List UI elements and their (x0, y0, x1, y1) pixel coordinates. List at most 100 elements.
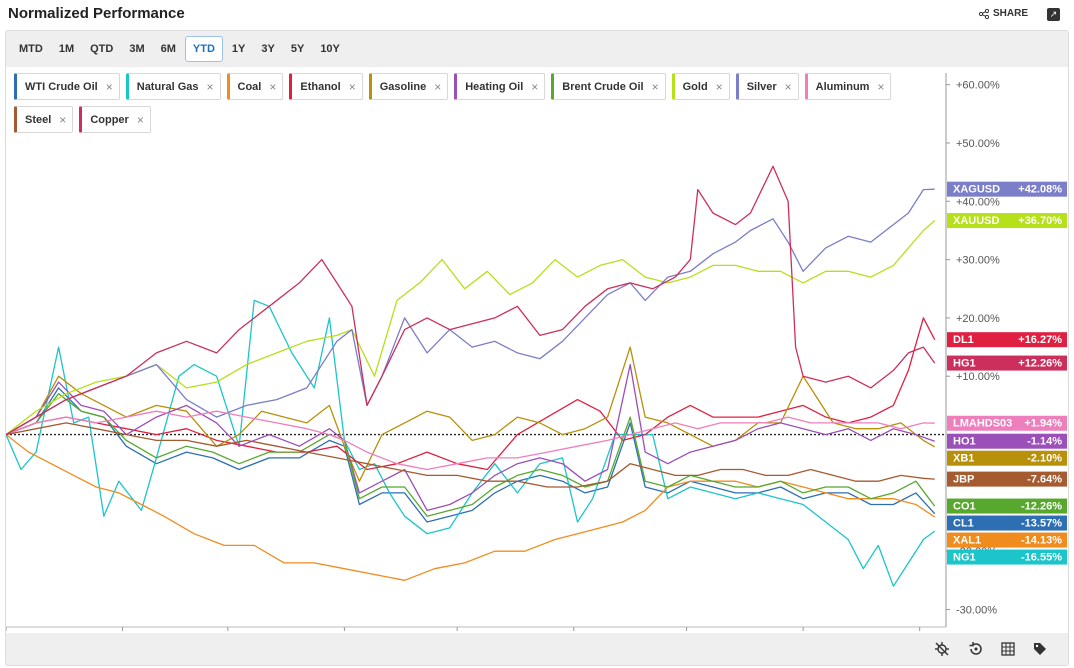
value-label-symbol: XAUUSD (953, 215, 1000, 227)
series-line-xauusd (6, 220, 936, 436)
y-tick-label: -30.00% (956, 605, 997, 617)
legend-chip-label: Gold (682, 80, 708, 93)
series-line-ng1 (6, 299, 936, 587)
legend-chip-label: Aluminum (815, 80, 870, 93)
legend-chip-ng1[interactable]: Natural Gas × (125, 73, 221, 100)
share-button[interactable]: SHARE (978, 8, 1028, 19)
legend-chip-label: Gasoline (379, 80, 427, 93)
remove-series-icon[interactable]: × (877, 79, 885, 94)
y-tick-label: +40.00% (956, 196, 1000, 208)
tab-ytd[interactable]: YTD (184, 36, 223, 62)
performance-chart: +60.00% +50.00% +40.00% +30.00% +20.00% +10.0… (6, 73, 1067, 631)
value-label-co1: CO1 -12.26% (947, 498, 1067, 514)
tab-5y[interactable]: 5Y (290, 43, 305, 55)
legend-chip-label: Silver (746, 80, 777, 93)
tab-6m[interactable]: 6M (160, 43, 176, 55)
legend-chip-label: Heating Oil (465, 80, 524, 93)
chart-area: +60.00% +50.00% +40.00% +30.00% +20.00% +10.0… (6, 67, 1068, 633)
value-label-value: -14.13% (1021, 535, 1062, 547)
value-label-value: -16.55% (1021, 552, 1062, 564)
value-label-value: +16.27% (1018, 334, 1062, 346)
remove-series-icon[interactable]: × (136, 112, 144, 127)
value-label-value: -2.10% (1027, 453, 1062, 465)
series-line-co1 (6, 393, 936, 517)
legend-chip-xal1[interactable]: Coal × (226, 73, 284, 100)
legend-chip-jbp[interactable]: Steel × (14, 106, 74, 133)
remove-series-icon[interactable]: × (434, 79, 442, 94)
legend-chip-xb1[interactable]: Gasoline × (368, 73, 449, 100)
legend-chip-xauusd[interactable]: Gold × (671, 73, 730, 100)
legend-chip-label: Natural Gas (136, 80, 199, 93)
grid-icon[interactable] (1000, 641, 1016, 657)
value-label-xagusd: XAGUSD +42.08% (947, 181, 1067, 197)
share-icon (978, 8, 989, 19)
value-label-value: -7.64% (1027, 474, 1062, 486)
value-label-bg (947, 549, 1067, 565)
value-label-symbol: XB1 (953, 453, 974, 465)
remove-series-icon[interactable]: × (59, 112, 67, 127)
value-label-bg (947, 515, 1067, 531)
legend-chip-hg1[interactable]: Copper × (79, 106, 151, 133)
value-label-symbol: DL1 (953, 334, 974, 346)
remove-series-icon[interactable]: × (269, 79, 277, 94)
value-label-value: +42.08% (1018, 184, 1062, 196)
value-label-symbol: NG1 (953, 552, 976, 564)
tab-1y[interactable]: 1Y (231, 43, 246, 55)
legend-chip-cl1[interactable]: WTI Crude Oil × (14, 73, 120, 100)
remove-series-icon[interactable]: × (105, 79, 113, 94)
value-label-bg (947, 532, 1067, 548)
tab-3y[interactable]: 3Y (261, 43, 275, 55)
value-label-symbol: CO1 (953, 501, 976, 513)
series-line-dl1 (6, 317, 936, 471)
legend-chip-label: Ethanol (300, 80, 341, 93)
value-label-xauusd: XAUUSD +36.70% (947, 213, 1067, 229)
value-label-bg (947, 433, 1067, 449)
legend-chip-co1[interactable]: Brent Crude Oil × (551, 73, 666, 100)
value-label-value: -13.57% (1021, 518, 1062, 530)
value-label-cl1: CL1 -13.57% (947, 515, 1067, 531)
tag-icon[interactable] (1032, 641, 1048, 657)
header: Normalized Performance SHARE ↗ (0, 0, 1074, 30)
value-label-bg (947, 471, 1067, 487)
remove-series-icon[interactable]: × (348, 79, 356, 94)
expand-button[interactable]: ↗ (1047, 8, 1060, 21)
legend-chip-xagusd[interactable]: Silver × (735, 73, 799, 100)
legend-chip-dl1[interactable]: Ethanol × (289, 73, 363, 100)
crosshair-off-icon[interactable] (934, 641, 950, 657)
tab-10y[interactable]: 10Y (320, 43, 340, 55)
value-label-value: -12.26% (1021, 501, 1062, 513)
value-label-lmahds03: LMAHDS03 +1.94% (947, 415, 1067, 431)
series-line-hg1 (6, 165, 936, 436)
remove-series-icon[interactable]: × (715, 79, 723, 94)
tab-mtd[interactable]: MTD (19, 43, 43, 55)
value-label-ng1: NG1 -16.55% (947, 549, 1067, 565)
legend: WTI Crude Oil × Natural Gas × Coal × Ethanol × G… (14, 73, 944, 133)
remove-series-icon[interactable]: × (206, 79, 214, 94)
legend-chip-ho1[interactable]: Heating Oil × (454, 73, 546, 100)
legend-chip-label: Coal (237, 80, 262, 93)
value-label-value: +1.94% (1024, 418, 1062, 430)
tab-1m[interactable]: 1M (58, 43, 75, 55)
legend-chip-label: Steel (25, 113, 52, 126)
reset-icon[interactable] (968, 641, 984, 657)
chart-toolbar (6, 631, 1068, 665)
remove-series-icon[interactable]: × (531, 79, 539, 94)
value-label-jbp: JBP -7.64% (947, 471, 1067, 487)
range-tabs: MTD 1M QTD 3M 6M YTD 1Y 3Y 5Y 10Y (12, 36, 347, 62)
share-label: SHARE (992, 8, 1028, 19)
value-label-bg (947, 181, 1067, 197)
legend-chip-label: Copper (90, 113, 129, 126)
value-label-value: +12.26% (1018, 358, 1062, 370)
remove-series-icon[interactable]: × (784, 79, 792, 94)
y-tick-label: +20.00% (956, 313, 1000, 325)
remove-series-icon[interactable]: × (651, 79, 659, 94)
value-label-xal1: XAL1 -14.13% (947, 532, 1067, 548)
value-label-hg1: HG1 +12.26% (947, 355, 1067, 371)
legend-chip-lmahds03[interactable]: Aluminum × (804, 73, 892, 100)
tab-3m[interactable]: 3M (129, 43, 145, 55)
value-label-symbol: CL1 (953, 518, 974, 530)
page-title: Normalized Performance (8, 5, 185, 22)
chart-panel: MTD 1M QTD 3M 6M YTD 1Y 3Y 5Y 10Y +60.00… (5, 30, 1069, 666)
tab-qtd[interactable]: QTD (90, 43, 114, 55)
series-line-ho1 (6, 363, 935, 512)
